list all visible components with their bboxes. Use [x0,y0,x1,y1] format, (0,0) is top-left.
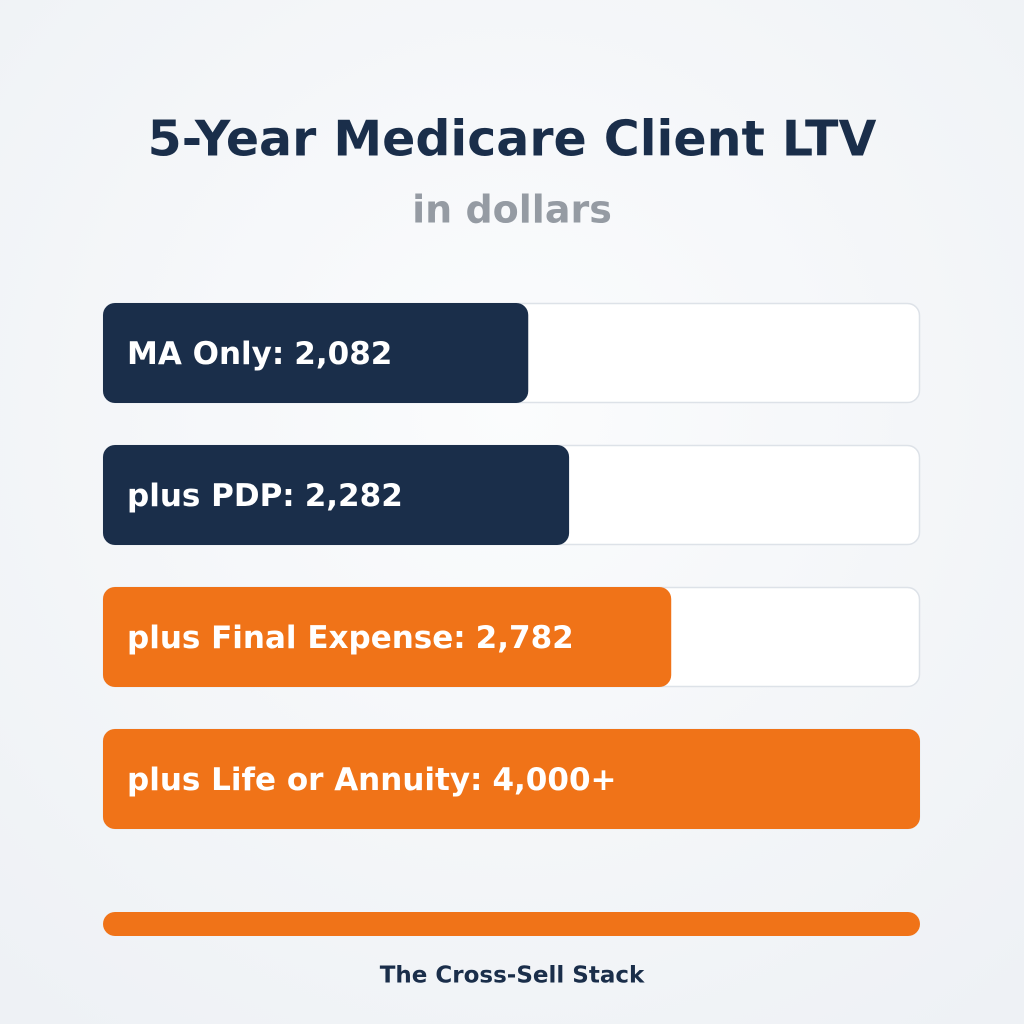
chart-subtitle: in dollars [412,188,612,232]
footer: The Cross-Sell Stack [380,963,645,989]
category-label: plus Life or Annuity: [127,762,482,798]
bar-label: plus PDP: 2,282 [127,478,403,514]
value-label: 2,782 [476,620,574,656]
bar-label: plus Life or Annuity: 4,000+ [127,762,616,798]
value-label: 4,000+ [492,762,616,798]
bar [103,445,570,545]
category-label: MA Only: [127,336,284,372]
bar [103,587,672,687]
chart-title: 5-Year Medicare Client LTV [148,111,877,168]
bar [103,303,529,403]
value-label: 2,082 [294,336,392,372]
divider [103,912,920,936]
bar-label: plus Final Expense: 2,782 [127,620,574,656]
category-label: plus PDP: [127,478,295,514]
value-label: 2,282 [305,478,403,514]
bar-label: MA Only: 2,082 [127,336,392,372]
bar [103,729,920,829]
category-label: plus Final Expense: [127,620,466,656]
